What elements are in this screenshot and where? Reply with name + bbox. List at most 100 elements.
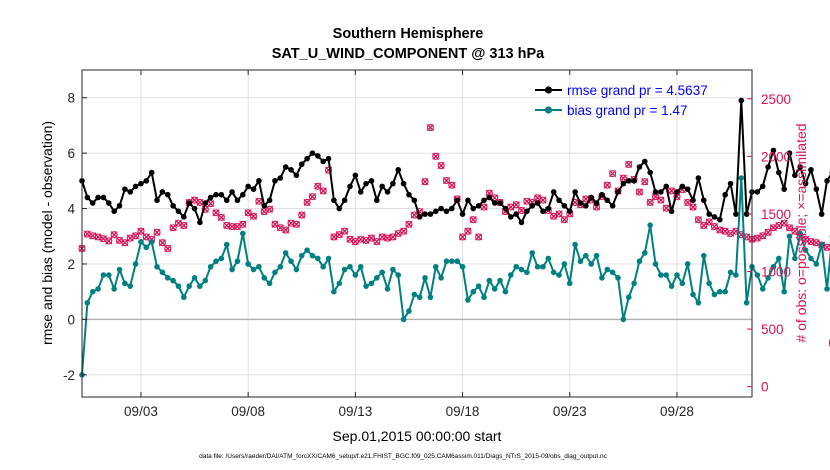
- rmse-point: [658, 189, 664, 195]
- bias-point: [427, 294, 434, 301]
- obs-possible-point: [121, 239, 129, 247]
- rmse-point: [100, 194, 107, 201]
- rmse-point: [213, 191, 219, 198]
- obs-assimilated-point: [475, 233, 483, 241]
- rmse-point: [374, 197, 380, 204]
- rmse-point: [743, 211, 750, 217]
- obs-assimilated-point: [464, 227, 472, 235]
- bias-point: [331, 288, 337, 295]
- y-right-ticks: 0 500 1000 1500 2000 2500: [747, 92, 791, 395]
- bias-point: [631, 280, 637, 287]
- bias-point: [486, 277, 493, 284]
- rmse-point: [684, 186, 691, 192]
- y-right-tick-label: 1500: [761, 207, 791, 222]
- bias-point: [786, 233, 793, 240]
- rmse-point: [309, 150, 316, 156]
- obs-possible-point: [153, 228, 161, 236]
- rmse-point: [240, 191, 246, 198]
- obs-possible-point: [662, 204, 670, 212]
- x-tick-label: 09/13: [338, 404, 372, 419]
- rmse-point: [438, 205, 444, 212]
- bias-point: [400, 316, 407, 323]
- y-left-tick-label: 0: [67, 312, 75, 327]
- bias-point: [733, 272, 739, 278]
- obs-possible-point: [164, 244, 172, 253]
- obs-assimilated-point: [271, 220, 279, 228]
- obs-assimilated-point: [625, 160, 633, 168]
- bias-point: [556, 272, 562, 278]
- rmse-point: [223, 197, 230, 204]
- bias-point: [116, 266, 123, 273]
- rmse-point: [449, 205, 455, 212]
- bias-series: [79, 175, 830, 378]
- obs-possible-point: [603, 181, 611, 189]
- bias-point: [738, 175, 745, 181]
- rmse-point: [529, 202, 536, 209]
- obs-possible-point: [244, 209, 252, 217]
- rmse-point: [792, 172, 798, 179]
- rmse-point: [331, 197, 337, 204]
- obs-possible-point: [308, 193, 317, 201]
- bias-point: [148, 239, 155, 245]
- rmse-point: [475, 202, 482, 209]
- plot-frame: [81, 69, 753, 398]
- y-axis-right-label: # of obs: o=possible; ×=assimilated: [793, 123, 809, 342]
- rmse-point: [400, 180, 407, 187]
- bias-point: [218, 255, 225, 262]
- obs-possible-point: [759, 232, 767, 240]
- legend-bias-label: bias grand pr = 1.47: [567, 103, 687, 118]
- bias-point: [197, 283, 203, 289]
- rmse-point: [132, 183, 139, 190]
- obs-assimilated-point: [480, 203, 488, 211]
- rmse-point: [170, 202, 176, 209]
- bias-point: [743, 299, 750, 306]
- obs-possible-point: [405, 220, 413, 228]
- obs-assimilated-point: [700, 221, 708, 229]
- obs-possible-point: [828, 340, 830, 346]
- bias-point: [132, 261, 139, 267]
- rmse-point: [282, 164, 289, 170]
- bias-point: [781, 288, 787, 295]
- rmse-point: [518, 219, 525, 226]
- bias-point: [336, 280, 343, 287]
- obs-assimilated-point: [668, 187, 676, 195]
- rmse-point: [808, 166, 814, 173]
- rmse-point: [315, 153, 321, 159]
- bias-point: [792, 255, 798, 262]
- rmse-point: [609, 202, 616, 209]
- obs-possible-point: [158, 239, 166, 247]
- obs-assimilated-point: [593, 203, 601, 211]
- obs-possible-point: [609, 170, 617, 178]
- bias-point: [202, 277, 209, 284]
- bias-point: [609, 269, 616, 276]
- obs-possible-point: [217, 213, 225, 221]
- bias-point: [304, 247, 310, 253]
- rmse-point: [738, 97, 745, 104]
- obs-assimilated-point: [555, 210, 563, 218]
- rmse-point: [561, 202, 568, 209]
- y-right-tick-label: 2500: [761, 92, 791, 107]
- chart-title: Southern Hemisphere: [333, 26, 484, 42]
- rmse-point: [674, 189, 680, 195]
- bias-point: [379, 269, 385, 276]
- obs-possible-point: [625, 160, 633, 168]
- obs-possible-point: [271, 220, 279, 228]
- y-left-ticks: -2 0 2 4 6 8: [63, 91, 87, 383]
- obs-assimilated-point: [244, 209, 252, 217]
- obs-assimilated-point: [651, 193, 660, 201]
- rmse-point: [266, 197, 273, 204]
- obs-possible-point: [780, 219, 788, 227]
- obs-assimilated-point: [110, 231, 118, 239]
- bias-point: [282, 250, 289, 256]
- rmse-point: [824, 178, 830, 184]
- rmse-point: [336, 205, 343, 212]
- rmse-point: [320, 158, 327, 165]
- bias-point: [432, 263, 439, 270]
- obs-assimilated-point: [217, 213, 225, 221]
- obs-possible-point: [132, 232, 140, 240]
- rmse-point: [127, 189, 134, 195]
- obs-possible-point: [560, 216, 568, 224]
- rmse-point: [197, 219, 203, 226]
- obs-possible-point: [298, 211, 306, 219]
- rmse-point: [776, 169, 782, 176]
